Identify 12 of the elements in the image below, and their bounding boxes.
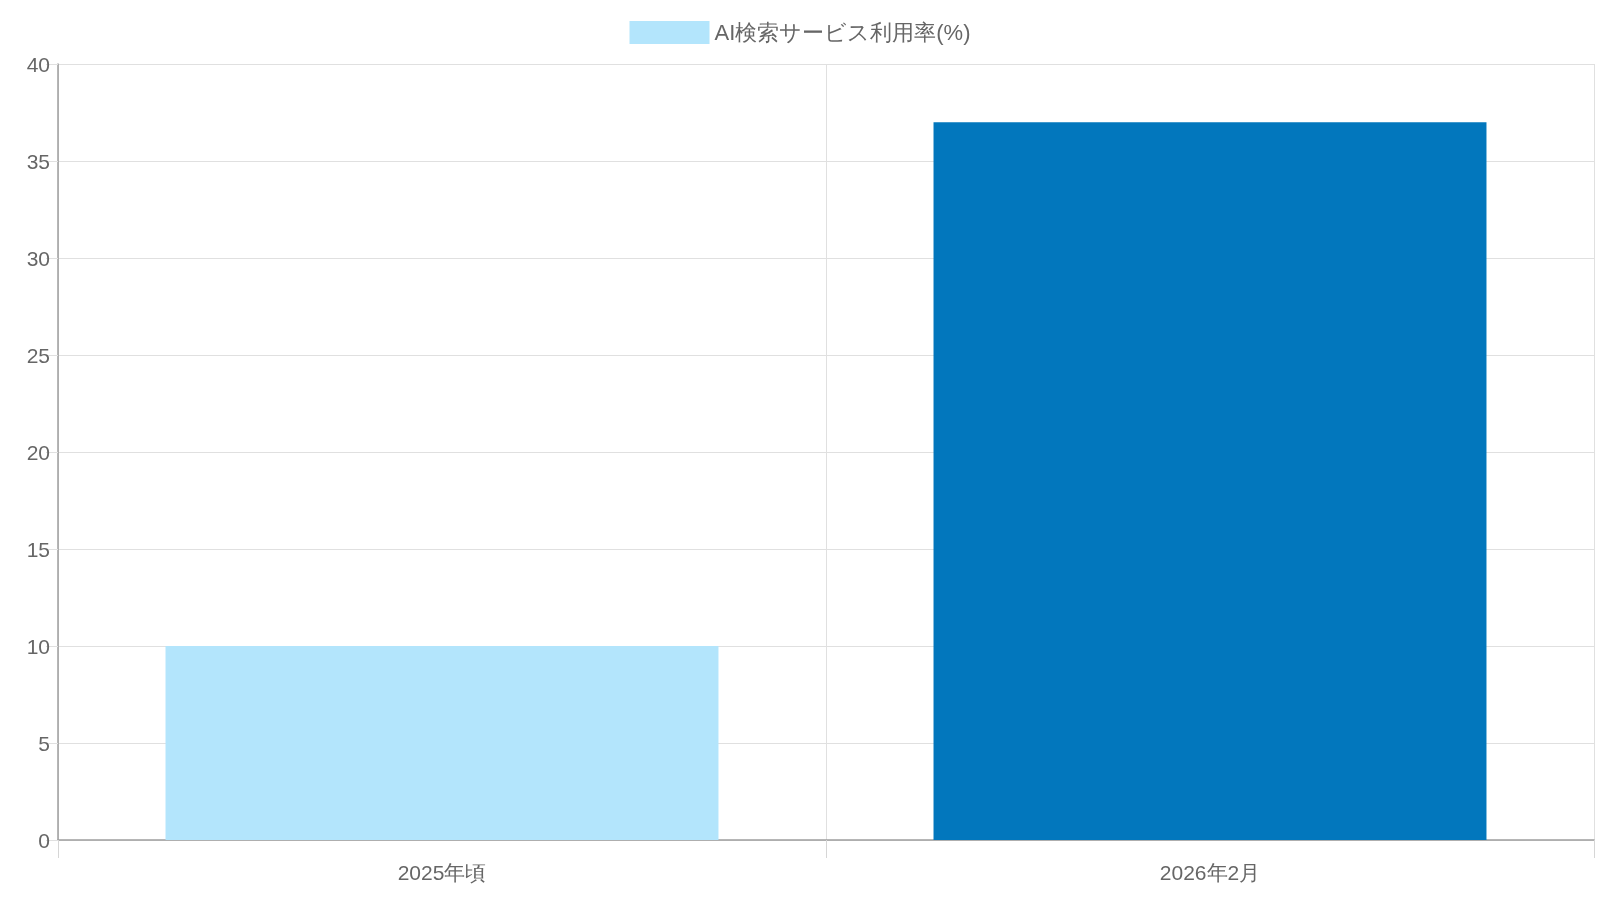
y-tick-label: 0 [38, 828, 50, 852]
y-tick-label: 5 [38, 731, 50, 755]
y-tick-label: 20 [26, 440, 50, 464]
x-tick-label: 2025年頃 [397, 861, 487, 884]
y-tick-label: 30 [26, 246, 50, 270]
y-tick-label: 10 [26, 634, 50, 658]
y-tick-label: 35 [26, 149, 50, 173]
x-tick-label: 2026年2月 [1159, 861, 1261, 884]
y-tick-label: 25 [26, 343, 50, 367]
y-tick-label: 15 [26, 537, 50, 561]
legend-label: AI検索サービス利用率(%) [714, 20, 971, 45]
y-tick-label: 40 [26, 52, 50, 76]
